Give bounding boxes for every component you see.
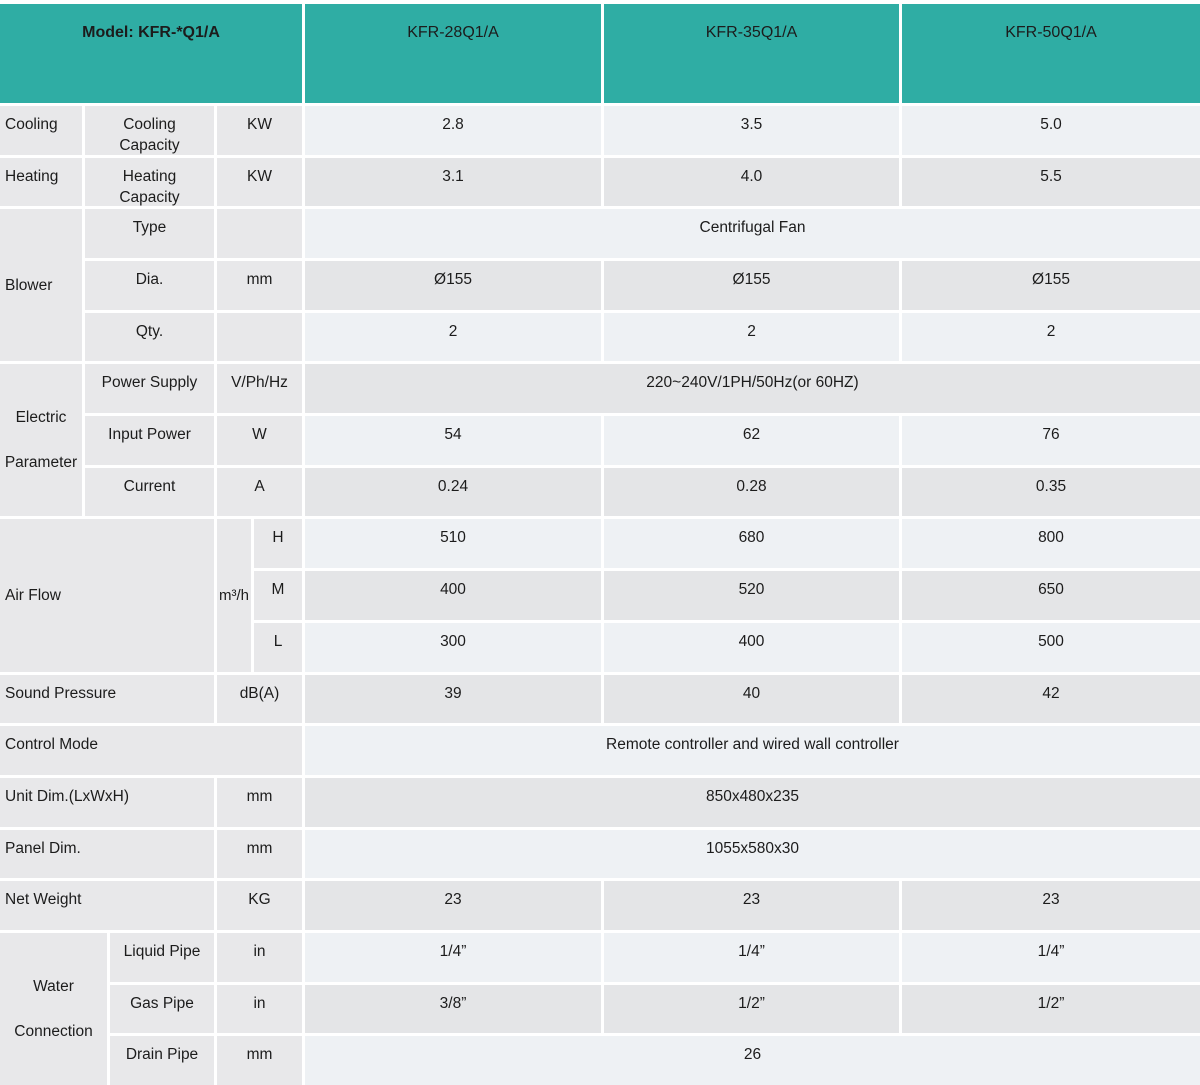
unit-gas-pipe: in — [217, 984, 302, 1034]
value-qty-kfr50: 2 — [902, 312, 1200, 362]
value-liquid-kfr50: 1/4” — [902, 932, 1200, 982]
value-control-mode: Remote controller and wired wall control… — [305, 726, 1200, 775]
value-qty-kfr28: 2 — [305, 312, 601, 362]
value-input-power-kfr28: 54 — [305, 416, 601, 465]
value-dia-kfr28: Ø155 — [305, 261, 601, 310]
row-label-cooling-capacity: Cooling Capacity — [85, 106, 214, 155]
unit-drain-pipe: mm — [217, 1036, 302, 1085]
value-unit-dim: 850x480x235 — [305, 777, 1200, 827]
value-gas-kfr50: 1/2” — [902, 984, 1200, 1034]
value-current-kfr50: 0.35 — [902, 467, 1200, 517]
value-airflow-h-kfr35: 680 — [604, 519, 899, 569]
value-blower-type: Centrifugal Fan — [305, 209, 1200, 259]
value-input-power-kfr50: 76 — [902, 416, 1200, 465]
value-airflow-l-kfr35: 400 — [604, 622, 899, 672]
value-qty-kfr35: 2 — [604, 312, 899, 362]
row-label-gas-pipe: Gas Pipe — [110, 984, 214, 1034]
unit-unit-dim: mm — [217, 777, 302, 827]
row-label-air-flow-h: H — [254, 519, 302, 569]
value-power-supply: 220~240V/1PH/50Hz(or 60HZ) — [305, 364, 1200, 414]
row-label-net-weight: Net Weight — [0, 881, 214, 930]
value-cooling-kfr50: 5.0 — [902, 106, 1200, 155]
group-label-cooling: Cooling — [0, 106, 82, 155]
value-liquid-kfr28: 1/4” — [305, 932, 601, 982]
unit-sound-pressure: dB(A) — [217, 674, 302, 724]
unit-blower-dia: mm — [217, 261, 302, 310]
unit-blower-type-empty — [217, 209, 302, 259]
value-sound-kfr50: 42 — [902, 674, 1200, 724]
unit-input-power: W — [217, 416, 302, 465]
row-label-unit-dim: Unit Dim.(LxWxH) — [0, 777, 214, 827]
group-label-air-flow: Air Flow — [0, 519, 214, 672]
value-input-power-kfr35: 62 — [604, 416, 899, 465]
group-label-electric-parameter: Electric Parameter — [0, 364, 82, 517]
value-gas-kfr28: 3/8” — [305, 984, 601, 1034]
unit-heating-capacity: KW — [217, 157, 302, 207]
row-label-panel-dim: Panel Dim. — [0, 829, 214, 879]
row-label-sound-pressure: Sound Pressure — [0, 674, 214, 724]
value-dia-kfr50: Ø155 — [902, 261, 1200, 310]
row-label-drain-pipe: Drain Pipe — [110, 1036, 214, 1085]
value-airflow-l-kfr28: 300 — [305, 622, 601, 672]
group-label-water-connection: Water Connection — [0, 932, 107, 1085]
group-label-blower: Blower — [0, 209, 82, 362]
value-airflow-h-kfr28: 510 — [305, 519, 601, 569]
unit-blower-qty-empty — [217, 312, 302, 362]
unit-net-weight: KG — [217, 881, 302, 930]
header-model-label: Model: KFR-*Q1/A — [0, 4, 302, 103]
value-sound-kfr35: 40 — [604, 674, 899, 724]
value-airflow-m-kfr28: 400 — [305, 571, 601, 620]
row-label-air-flow-m: M — [254, 571, 302, 620]
row-label-blower-type: Type — [85, 209, 214, 259]
row-label-blower-dia: Dia. — [85, 261, 214, 310]
unit-panel-dim: mm — [217, 829, 302, 879]
value-cooling-kfr28: 2.8 — [305, 106, 601, 155]
value-airflow-h-kfr50: 800 — [902, 519, 1200, 569]
row-label-input-power: Input Power — [85, 416, 214, 465]
value-net-weight-kfr50: 23 — [902, 881, 1200, 930]
row-label-blower-qty: Qty. — [85, 312, 214, 362]
row-label-liquid-pipe: Liquid Pipe — [110, 932, 214, 982]
value-heating-kfr50: 5.5 — [902, 157, 1200, 207]
value-panel-dim: 1055x580x30 — [305, 829, 1200, 879]
unit-liquid-pipe: in — [217, 932, 302, 982]
value-liquid-kfr35: 1/4” — [604, 932, 899, 982]
row-label-heating-capacity: Heating Capacity — [85, 157, 214, 207]
unit-power-supply: V/Ph/Hz — [217, 364, 302, 414]
unit-cooling-capacity: KW — [217, 106, 302, 155]
value-heating-kfr28: 3.1 — [305, 157, 601, 207]
value-heating-kfr35: 4.0 — [604, 157, 899, 207]
value-airflow-m-kfr35: 520 — [604, 571, 899, 620]
value-airflow-l-kfr50: 500 — [902, 622, 1200, 672]
value-dia-kfr35: Ø155 — [604, 261, 899, 310]
unit-air-flow: m³/h — [217, 519, 251, 672]
row-label-control-mode: Control Mode — [0, 726, 302, 775]
row-label-air-flow-l: L — [254, 622, 302, 672]
row-label-current: Current — [85, 467, 214, 517]
group-label-heating: Heating — [0, 157, 82, 207]
value-drain-pipe: 26 — [305, 1036, 1200, 1085]
value-net-weight-kfr28: 23 — [305, 881, 601, 930]
value-net-weight-kfr35: 23 — [604, 881, 899, 930]
value-current-kfr28: 0.24 — [305, 467, 601, 517]
value-cooling-kfr35: 3.5 — [604, 106, 899, 155]
header-model-kfr-50: KFR-50Q1/A — [902, 4, 1200, 103]
row-label-power-supply: Power Supply — [85, 364, 214, 414]
value-airflow-m-kfr50: 650 — [902, 571, 1200, 620]
value-current-kfr35: 0.28 — [604, 467, 899, 517]
value-sound-kfr28: 39 — [305, 674, 601, 724]
header-model-kfr-35: KFR-35Q1/A — [604, 4, 899, 103]
header-model-kfr-28: KFR-28Q1/A — [305, 4, 601, 103]
value-gas-kfr35: 1/2” — [604, 984, 899, 1034]
unit-current: A — [217, 467, 302, 517]
